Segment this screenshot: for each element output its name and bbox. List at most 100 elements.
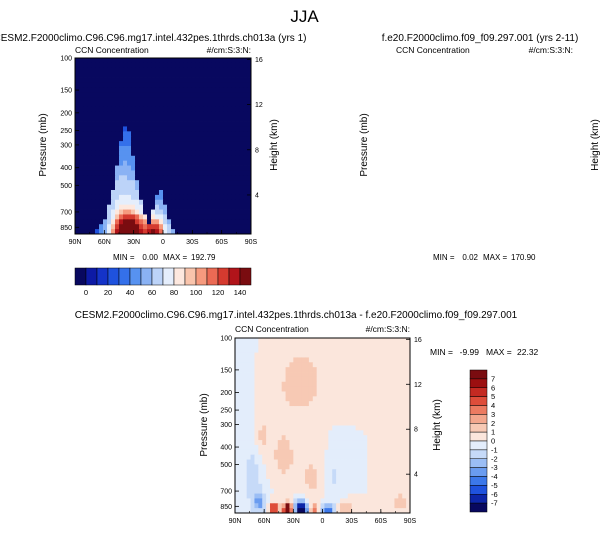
max-label: MAX =: [486, 347, 512, 357]
heatmap-cell: [406, 372, 411, 378]
heatmap-cell: [242, 357, 248, 363]
heatmap-cell: [135, 136, 140, 142]
colorbar-label: 140: [234, 288, 247, 297]
heatmap-plot: [75, 58, 252, 235]
heatmap-cell: [266, 493, 271, 499]
heatmap-cell: [297, 503, 302, 509]
heatmap-cell: [207, 67, 212, 74]
y-axis-label: Pressure (mb): [199, 393, 210, 456]
heatmap-cell: [347, 508, 353, 514]
heatmap-cell: [289, 503, 294, 509]
heatmap-cell: [351, 459, 356, 465]
heatmap-cell: [343, 347, 349, 353]
heatmap-cell: [139, 97, 144, 103]
heatmap-cell: [187, 209, 192, 215]
heatmap-cell: [246, 406, 251, 412]
heatmap-cell: [378, 347, 384, 353]
heatmap-cell: [312, 401, 318, 407]
heatmap-cell: [266, 406, 271, 412]
heatmap-cell: [119, 146, 124, 152]
heatmap-cell: [351, 406, 356, 412]
heatmap-cell: [123, 97, 128, 103]
heatmap-cell: [266, 410, 271, 417]
heatmap-cell: [320, 406, 325, 412]
heatmap-cell: [215, 97, 220, 103]
heatmap-cell: [390, 493, 395, 499]
heatmap-cell: [247, 106, 252, 113]
heatmap-cell: [262, 367, 267, 373]
heatmap-cell: [239, 102, 244, 108]
heatmap-cell: [293, 347, 298, 353]
heatmap-cell: [235, 401, 240, 407]
heatmap-cell: [242, 386, 248, 392]
heatmap-cell: [301, 425, 306, 431]
heatmap-cell: [398, 357, 403, 363]
heatmap-cell: [243, 175, 248, 181]
heatmap-cell: [378, 425, 384, 431]
heatmap-cell: [394, 503, 399, 509]
heatmap-cell: [219, 175, 224, 181]
heatmap-cell: [270, 352, 275, 358]
heatmap-cell: [135, 111, 140, 118]
heatmap-cell: [324, 459, 329, 465]
heatmap-cell: [394, 469, 399, 475]
heatmap-cell: [115, 160, 120, 166]
heatmap-cell: [111, 97, 116, 103]
heatmap-cell: [371, 430, 376, 436]
heatmap-cell: [293, 469, 298, 475]
heatmap-cell: [238, 342, 244, 349]
heatmap-cell: [147, 116, 152, 122]
heatmap-cell: [139, 141, 144, 147]
heatmap-cell: [123, 131, 128, 137]
heatmap-cell: [187, 111, 192, 118]
heatmap-cell: [386, 386, 391, 392]
heatmap-cell: [191, 102, 196, 108]
heatmap-cell: [135, 131, 140, 137]
heatmap-cell: [270, 367, 275, 373]
heatmap-cell: [247, 199, 252, 206]
heatmap-cell: [402, 386, 407, 392]
heatmap-cell: [191, 146, 196, 152]
heatmap-cell: [347, 488, 353, 494]
heatmap-cell: [289, 435, 294, 441]
heatmap-cell: [175, 146, 180, 152]
heatmap-cell: [175, 62, 180, 69]
heatmap-cell: [402, 454, 407, 460]
heatmap-cell: [363, 444, 368, 451]
heatmap-cell: [235, 185, 240, 191]
heatmap-cell: [183, 175, 188, 181]
heatmap-cell: [111, 214, 116, 220]
heatmap-cell: [115, 126, 120, 132]
heatmap-cell: [293, 406, 298, 412]
heatmap-cell: [270, 420, 275, 426]
heatmap-cell: [79, 102, 84, 108]
heatmap-cell: [406, 444, 411, 451]
heatmap-cell: [328, 469, 333, 475]
heatmap-cell: [336, 435, 341, 441]
heatmap-cell: [211, 229, 216, 235]
heatmap-cell: [171, 150, 176, 157]
heatmap-cell: [87, 185, 92, 191]
heatmap-cell: [139, 111, 144, 118]
heatmap-cell: [238, 440, 244, 446]
heatmap-cell: [359, 435, 364, 441]
heatmap-cell: [316, 459, 321, 465]
heatmap-cell: [262, 362, 267, 368]
heatmap-cell: [301, 391, 306, 397]
heatmap-cell: [359, 508, 364, 514]
heatmap-cell: [99, 150, 104, 157]
heatmap-cell: [95, 92, 100, 98]
heatmap-cell: [167, 219, 172, 225]
heatmap-cell: [398, 367, 403, 373]
heatmap-cell: [398, 435, 403, 441]
heatmap-cell: [219, 160, 224, 166]
heatmap-cell: [285, 376, 290, 383]
heatmap-cell: [243, 204, 248, 210]
heatmap-cell: [242, 415, 248, 422]
heatmap-cell: [277, 488, 283, 494]
heatmap-cell: [219, 97, 224, 103]
heatmap-cell: [123, 199, 128, 206]
heatmap-cell: [305, 498, 310, 504]
heatmap-cell: [83, 106, 88, 113]
heatmap-cell: [378, 362, 384, 368]
